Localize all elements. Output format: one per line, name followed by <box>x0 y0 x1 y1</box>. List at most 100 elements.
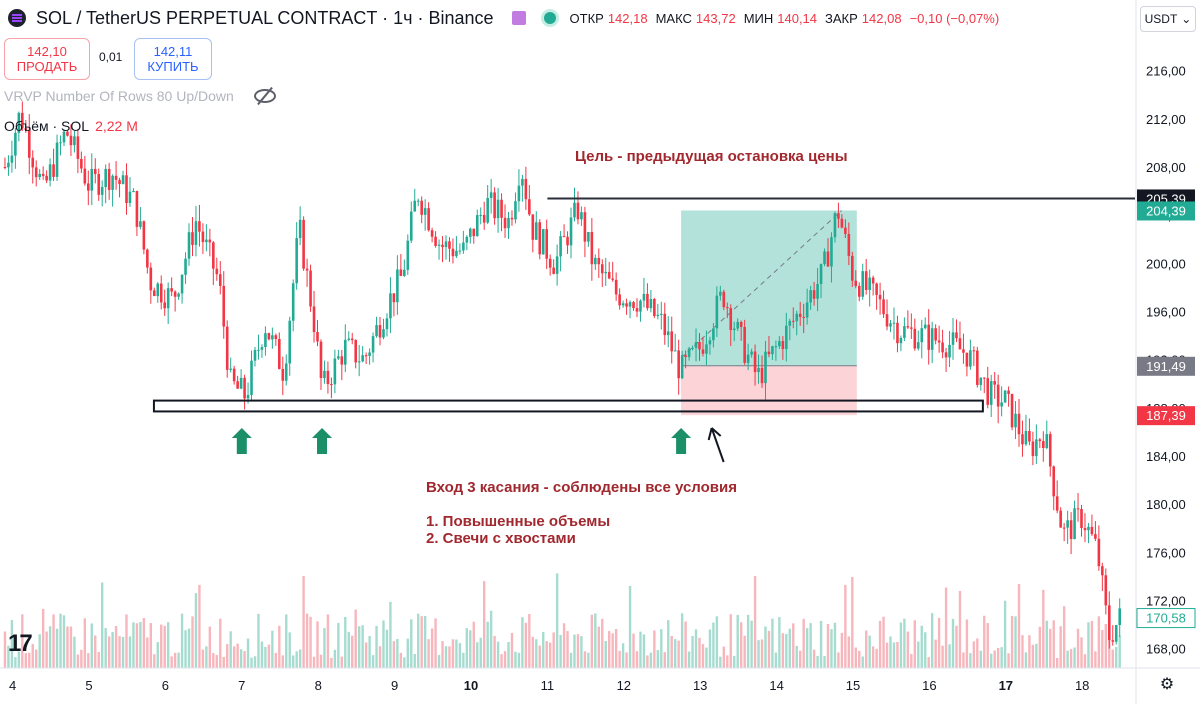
candle-body <box>128 191 132 204</box>
candle-body <box>52 164 55 177</box>
candle-body <box>302 219 305 269</box>
candle-body <box>236 381 239 389</box>
volume-bar <box>14 657 17 668</box>
volume-bar <box>601 618 604 668</box>
candle-body <box>785 325 788 350</box>
volume-bar <box>45 631 48 668</box>
candle-body <box>284 363 288 381</box>
candle-body <box>673 350 677 352</box>
volume-bar <box>972 641 976 668</box>
volume-bar <box>646 655 649 668</box>
volume-bar <box>236 643 239 668</box>
candle-body <box>69 135 73 146</box>
volume-bar <box>354 609 357 668</box>
eye-off-icon[interactable] <box>253 89 276 103</box>
candle-body <box>864 271 868 291</box>
candle-body <box>732 328 736 331</box>
volume-bar <box>1097 616 1101 668</box>
candle-body <box>118 179 121 185</box>
chart-header: SOL / TetherUS PERPETUAL CONTRACT · 1ч ·… <box>0 0 1135 36</box>
volume-bar <box>753 575 757 668</box>
candle-body <box>323 370 326 379</box>
gear-icon[interactable]: ⚙ <box>1159 676 1175 693</box>
candle-body <box>104 168 107 188</box>
candle-body <box>396 269 399 303</box>
volume-bar <box>538 645 541 668</box>
volume-bar <box>944 587 948 668</box>
candle-body <box>753 351 757 373</box>
volume-bar <box>587 652 590 668</box>
volume-bar <box>312 656 316 668</box>
candle-body <box>507 217 510 229</box>
x-tick-label: 14 <box>769 678 783 693</box>
volume-bar <box>90 623 93 668</box>
candle-body <box>725 307 729 309</box>
volume-bar <box>368 636 371 668</box>
currency-select[interactable]: USDT ⌄ <box>1140 6 1196 32</box>
volume-bar <box>413 653 416 668</box>
support-zone-box[interactable] <box>152 399 984 413</box>
volume-bar <box>642 634 646 668</box>
volume-indicator[interactable]: Объём · SOL 2,22 M <box>4 118 138 134</box>
candle-body <box>125 175 128 204</box>
volume-bar <box>3 631 7 668</box>
candle-body <box>684 355 687 358</box>
candle-body <box>406 240 410 270</box>
volume-bar <box>410 619 413 668</box>
price-label-badge <box>1137 356 1195 376</box>
flag-icon[interactable] <box>511 11 526 25</box>
volume-bar <box>1028 635 1031 668</box>
candle-body <box>976 350 979 385</box>
x-tick-label: 15 <box>846 678 860 693</box>
volume-bar <box>819 620 823 668</box>
volume-bar <box>351 635 354 668</box>
candle-body <box>465 236 469 243</box>
volume-bar <box>344 616 347 668</box>
volume-bar <box>100 582 104 668</box>
candle-body <box>253 349 257 361</box>
volume-bar <box>333 649 337 668</box>
symbol-title[interactable]: SOL / TetherUS PERPETUAL CONTRACT · 1ч ·… <box>36 7 494 28</box>
candle-body <box>333 358 337 385</box>
volume-bar <box>812 649 816 668</box>
candle-body <box>409 211 413 241</box>
volume-bar <box>927 657 930 668</box>
candle-body <box>278 339 281 369</box>
volume-bar <box>1111 649 1114 668</box>
volume-bar <box>423 615 427 668</box>
volume-bar <box>917 641 920 668</box>
sell-button[interactable]: 142,10 ПРОДАТЬ <box>4 38 90 80</box>
candle-body <box>416 200 420 202</box>
volume-bar <box>552 632 555 668</box>
candle-body <box>90 168 94 191</box>
candle-body <box>642 293 646 301</box>
candle-body <box>17 112 21 133</box>
volume-bar <box>830 629 833 668</box>
condition-2: 2. Свечи с хвостами <box>426 530 576 547</box>
volume-bar <box>17 651 21 668</box>
candle-body <box>170 288 173 292</box>
buy-button[interactable]: 142,11 КУПИТЬ <box>134 38 212 80</box>
volume-bar <box>889 636 892 668</box>
candle-body <box>916 342 920 349</box>
volume-bar <box>264 646 267 668</box>
candle-body <box>538 222 542 255</box>
volume-bar <box>41 608 45 668</box>
vrvp-indicator[interactable]: VRVP Number Of Rows 80 Up/Down <box>4 88 276 104</box>
candle-body <box>722 291 726 308</box>
volume-bar <box>555 573 559 668</box>
candle-body <box>500 199 503 218</box>
volume-bar <box>639 631 642 668</box>
solana-icon <box>8 9 26 27</box>
volume-bar <box>739 622 743 668</box>
volume-bar <box>913 620 917 668</box>
volume-bar <box>486 621 489 668</box>
volume-bar <box>823 656 826 668</box>
volume-bar <box>357 626 361 668</box>
volume-bar <box>1076 628 1080 668</box>
volume-bar <box>253 656 257 668</box>
volume-bar <box>1059 626 1062 668</box>
candle-body <box>350 338 354 341</box>
